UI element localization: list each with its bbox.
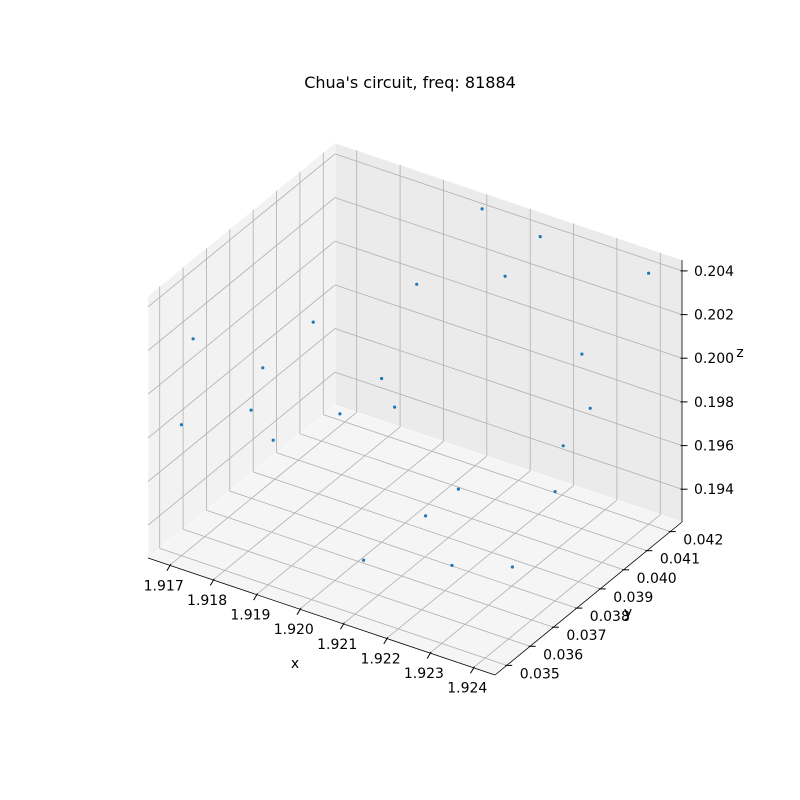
x-tick-label: 1.923 <box>404 666 444 682</box>
axis-panes <box>147 142 683 676</box>
gridline-x <box>169 411 357 566</box>
data-point <box>261 366 265 370</box>
y-tick-label: 0.041 <box>660 552 700 568</box>
y-axis-label: y <box>624 605 632 621</box>
z-tick-label: 0.198 <box>694 395 734 411</box>
gridline-z <box>147 240 336 395</box>
x-axis-label: x <box>291 656 299 672</box>
y-tick-label: 0.038 <box>590 609 630 625</box>
x-tick-label: 1.918 <box>187 593 227 609</box>
x-tick-label: 1.922 <box>361 651 401 667</box>
x-tick <box>166 563 172 572</box>
data-point <box>588 406 592 410</box>
data-point <box>510 565 514 569</box>
x-tick <box>383 636 389 645</box>
y-tick-label: 0.039 <box>613 590 653 606</box>
x-tick <box>339 622 345 630</box>
gridline-y <box>229 490 577 609</box>
y-tick-label: 0.040 <box>637 571 677 587</box>
gridline-y <box>323 414 671 532</box>
data-point <box>338 412 342 416</box>
gridline-y <box>299 433 648 552</box>
data-point <box>561 444 565 448</box>
data-point <box>647 271 651 275</box>
y-tick-label: 0.042 <box>683 533 723 549</box>
gridline-x <box>212 426 401 581</box>
gridline-x <box>429 499 618 654</box>
data-point <box>450 563 454 568</box>
x-tick <box>296 607 302 615</box>
data-point <box>538 235 542 239</box>
data-point <box>415 282 419 286</box>
gridline-z <box>147 153 336 308</box>
z-tick-label: 0.196 <box>694 439 734 455</box>
gridline-z <box>334 153 683 272</box>
gridline-y <box>276 452 624 571</box>
x-tick-label: 1.917 <box>144 578 184 594</box>
y-axis-line <box>494 521 683 676</box>
gridline-x <box>342 470 531 625</box>
y-tick-label: 0.035 <box>520 666 560 682</box>
x-tick-label: 1.920 <box>274 622 314 638</box>
data-point <box>456 487 460 491</box>
data-point <box>393 405 397 409</box>
gridline-z <box>147 197 336 351</box>
gridline-z <box>147 284 336 439</box>
gridline-y <box>206 509 554 628</box>
gridline-z <box>334 197 683 315</box>
gridline-x <box>473 514 661 669</box>
x-tick-label: 1.919 <box>230 608 270 624</box>
z-tick-label: 0.200 <box>694 351 734 367</box>
z-tick-label: 0.204 <box>694 264 734 280</box>
gridline-y <box>182 528 531 647</box>
x-tick <box>470 666 475 674</box>
axes <box>147 260 683 676</box>
x-tick <box>426 651 432 659</box>
x-axis-line <box>147 557 496 676</box>
gridline-y <box>159 548 507 666</box>
y-tick-label: 0.036 <box>543 647 583 663</box>
ticks: 1.9171.9181.9191.9201.9211.9221.9231.924… <box>144 264 735 697</box>
data-point <box>179 423 183 427</box>
data-point <box>380 376 384 381</box>
data-point <box>553 490 557 494</box>
data-point <box>191 337 195 341</box>
x-tick-label: 1.924 <box>447 681 487 697</box>
data-points <box>179 207 651 569</box>
x-tick-label: 1.921 <box>317 637 357 653</box>
data-point <box>480 207 484 211</box>
gridline-x <box>299 455 488 610</box>
z-tick-label: 0.194 <box>694 482 734 498</box>
gridlines <box>147 150 683 669</box>
data-point <box>424 514 428 518</box>
gridline-z <box>334 240 683 359</box>
data-point <box>503 274 507 278</box>
gridline-z <box>334 284 683 403</box>
chart-title: Chua's circuit, freq: 81884 <box>304 73 516 92</box>
gridline-z <box>334 328 683 446</box>
z-axis-label: z <box>736 345 743 361</box>
data-point <box>362 558 366 562</box>
gridline-x <box>386 485 574 639</box>
y-tick-label: 0.037 <box>566 628 606 644</box>
data-point <box>271 438 275 442</box>
data-point <box>311 320 315 324</box>
x-tick <box>209 578 215 586</box>
gridline-z <box>147 328 336 482</box>
data-point <box>580 352 584 356</box>
gridline-z <box>334 371 683 490</box>
gridline-x <box>256 441 444 595</box>
z-tick-label: 0.202 <box>694 308 734 324</box>
x-tick <box>253 593 259 601</box>
gridline-z <box>147 371 336 526</box>
gridline-y <box>253 471 601 590</box>
data-point <box>249 408 253 412</box>
